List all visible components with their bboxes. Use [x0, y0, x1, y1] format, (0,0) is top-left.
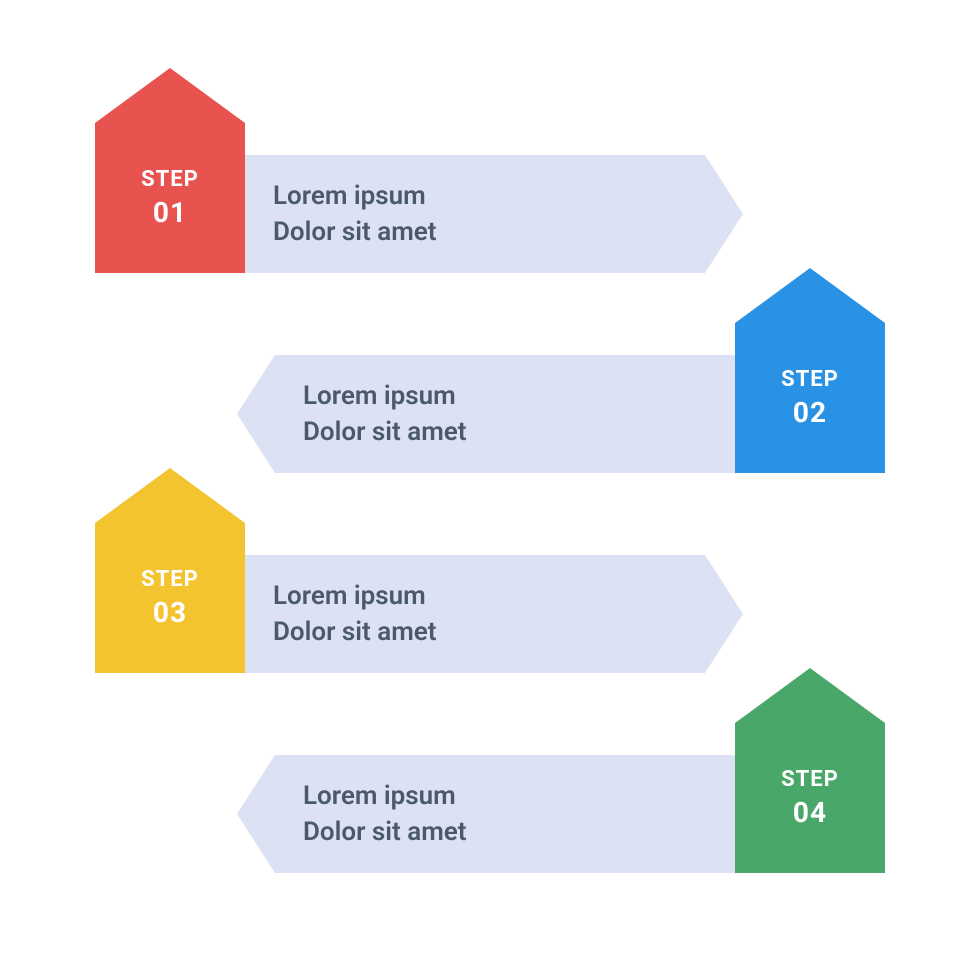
step-number: 03: [153, 596, 187, 629]
marker-peak-icon: [95, 468, 245, 523]
banner-line2: Dolor sit amet: [273, 617, 677, 647]
banner-line1: Lorem ipsum: [303, 781, 707, 811]
step-banner-04: Lorem ipsum Dolor sit amet: [237, 755, 735, 873]
step-number: 02: [793, 396, 827, 429]
step-marker-04: STEP 04: [735, 668, 885, 873]
banner-line1: Lorem ipsum: [273, 581, 677, 611]
step-marker-02: STEP 02: [735, 268, 885, 473]
banner-tip-right-icon: [705, 155, 743, 273]
banner-line1: Lorem ipsum: [303, 381, 707, 411]
banner-tip-left-icon: [237, 355, 275, 473]
step-marker-03: STEP 03: [95, 468, 245, 673]
step-banner-03: Lorem ipsum Dolor sit amet: [245, 555, 743, 673]
marker-body: STEP 02: [735, 323, 885, 473]
banner-rect: Lorem ipsum Dolor sit amet: [245, 155, 705, 273]
marker-body: STEP 04: [735, 723, 885, 873]
marker-peak-icon: [735, 668, 885, 723]
step-number: 04: [793, 796, 827, 829]
step-number: 01: [153, 196, 187, 229]
step-marker-01: STEP 01: [95, 68, 245, 273]
marker-body: STEP 03: [95, 523, 245, 673]
step-banner-02: Lorem ipsum Dolor sit amet: [237, 355, 735, 473]
step-banner-01: Lorem ipsum Dolor sit amet: [245, 155, 743, 273]
step-label: STEP: [781, 367, 839, 392]
banner-line2: Dolor sit amet: [273, 217, 677, 247]
marker-body: STEP 01: [95, 123, 245, 273]
banner-rect: Lorem ipsum Dolor sit amet: [245, 555, 705, 673]
banner-line1: Lorem ipsum: [273, 181, 677, 211]
step-label: STEP: [141, 567, 199, 592]
banner-line2: Dolor sit amet: [303, 417, 707, 447]
banner-rect: Lorem ipsum Dolor sit amet: [275, 355, 735, 473]
infographic-canvas: Lorem ipsum Dolor sit amet STEP 01 Lorem…: [0, 0, 980, 980]
marker-peak-icon: [735, 268, 885, 323]
step-label: STEP: [781, 767, 839, 792]
banner-rect: Lorem ipsum Dolor sit amet: [275, 755, 735, 873]
banner-tip-right-icon: [705, 555, 743, 673]
step-label: STEP: [141, 167, 199, 192]
banner-tip-left-icon: [237, 755, 275, 873]
banner-line2: Dolor sit amet: [303, 817, 707, 847]
marker-peak-icon: [95, 68, 245, 123]
